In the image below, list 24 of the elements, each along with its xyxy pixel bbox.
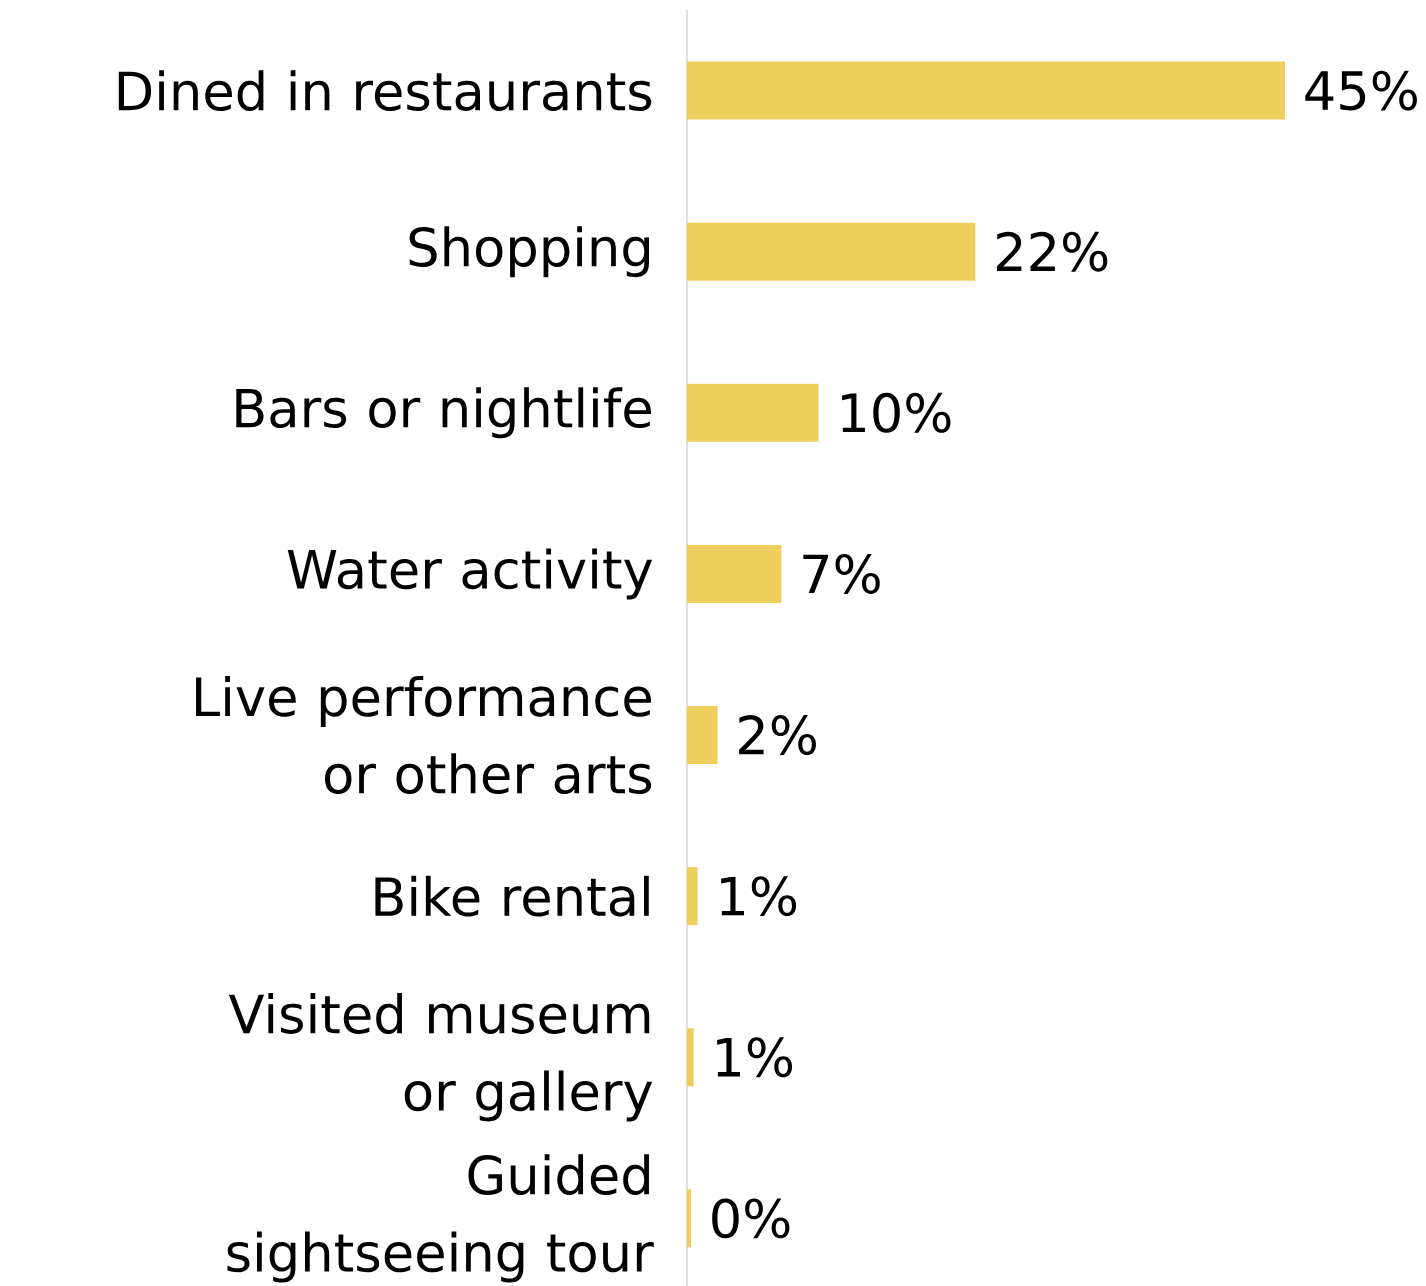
y-tick-label: Dined in restaurants	[118, 70, 652, 111]
data-label: 1%	[721, 876, 797, 917]
y-tick-label: Visited museum or gallery	[228, 993, 653, 1122]
y-tick-label: Bike rental	[375, 875, 649, 917]
y-tick-label: Guided sightseeing tour	[227, 1154, 654, 1283]
bar	[687, 61, 1285, 120]
data-label: 22%	[996, 231, 1108, 272]
data-label: 2%	[739, 715, 816, 755]
y-tick-label: Shopping	[409, 226, 649, 278]
bar	[687, 1189, 691, 1248]
bar	[687, 544, 782, 603]
bar	[687, 222, 976, 281]
data-label: 1%	[717, 1037, 793, 1078]
bar	[687, 706, 718, 765]
data-label: 7%	[803, 553, 880, 594]
data-label: 10%	[842, 392, 951, 433]
bar	[687, 383, 819, 442]
bar	[687, 867, 698, 926]
y-tick-label: Bars or nightlife	[236, 387, 651, 439]
bar	[687, 1028, 694, 1087]
y-tick-label: Water activity	[287, 548, 653, 600]
y-tick-label: Live performance or other arts	[196, 676, 652, 795]
data-label: 45%	[1305, 70, 1417, 111]
data-label: 0%	[712, 1198, 790, 1239]
